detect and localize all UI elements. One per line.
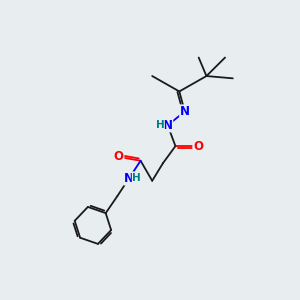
Text: H: H [132, 173, 141, 184]
Text: O: O [193, 140, 203, 153]
Text: O: O [114, 150, 124, 164]
Text: N: N [180, 105, 190, 118]
Text: H: H [156, 120, 164, 130]
Text: N: N [163, 119, 173, 132]
Text: N: N [124, 172, 134, 185]
